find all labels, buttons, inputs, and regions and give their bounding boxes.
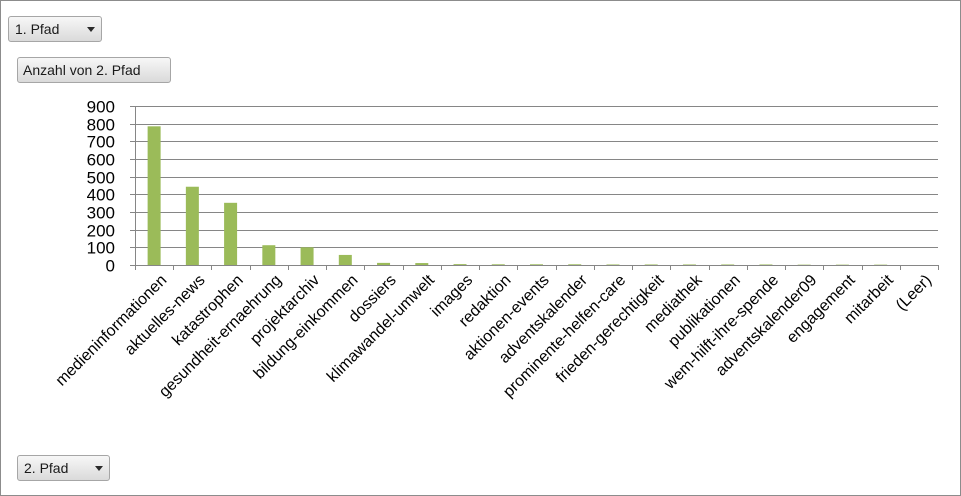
report-filter-button[interactable]: 1. Pfad <box>8 16 102 42</box>
y-tick-label: 200 <box>87 222 115 241</box>
dropdown-arrow-icon[interactable] <box>95 465 103 471</box>
bar-wem-hilft-ihre-spende <box>759 264 773 265</box>
x-axis-ticks <box>135 265 939 270</box>
bar-medieninformationen <box>147 126 161 265</box>
bar-klimawandel-umwelt <box>415 263 429 265</box>
bar-aktuelles-news <box>185 186 199 265</box>
bar-mediathek <box>682 264 696 265</box>
y-tick-label: 500 <box>87 169 115 188</box>
bar-images <box>453 264 467 265</box>
bar-publikationen <box>721 264 735 265</box>
x-axis-category-labels: medieninformationenaktuelles-newskatastr… <box>53 271 935 401</box>
report-filter-label: 1. Pfad <box>15 21 60 37</box>
axis-field-label: 2. Pfad <box>24 460 69 476</box>
bar-prominente-helfen-care <box>606 264 620 265</box>
bar-gesundheit-ernaehrung <box>262 245 276 265</box>
bar-bildung-einkommen <box>338 254 352 265</box>
dropdown-arrow-icon[interactable] <box>87 26 95 32</box>
bar-dossiers <box>377 262 391 265</box>
y-tick-label: 400 <box>87 186 115 205</box>
y-tick-label: 300 <box>87 204 115 223</box>
y-tick-label: 700 <box>87 133 115 152</box>
y-tick-label: 100 <box>87 239 115 258</box>
gridlines <box>130 106 938 266</box>
bar-aktionen-events <box>530 264 543 265</box>
bar-frieden-gerechtigkeit <box>644 264 658 265</box>
bar-adventskalender <box>568 264 582 265</box>
y-tick-label: 0 <box>106 257 115 276</box>
y-tick-label: 900 <box>87 98 115 117</box>
value-field-label: Anzahl von 2. Pfad <box>23 62 141 78</box>
value-field-button[interactable]: Anzahl von 2. Pfad <box>17 57 171 83</box>
y-tick-label: 800 <box>87 116 115 135</box>
x-category-label: (Leer) <box>893 272 935 314</box>
axis-field-button[interactable]: 2. Pfad <box>17 455 110 481</box>
y-tick-label: 600 <box>87 151 115 170</box>
bar-katastrophen <box>224 202 238 265</box>
bar-projektarchiv <box>300 247 314 265</box>
bars <box>147 126 888 265</box>
bar-redaktion <box>491 264 505 265</box>
